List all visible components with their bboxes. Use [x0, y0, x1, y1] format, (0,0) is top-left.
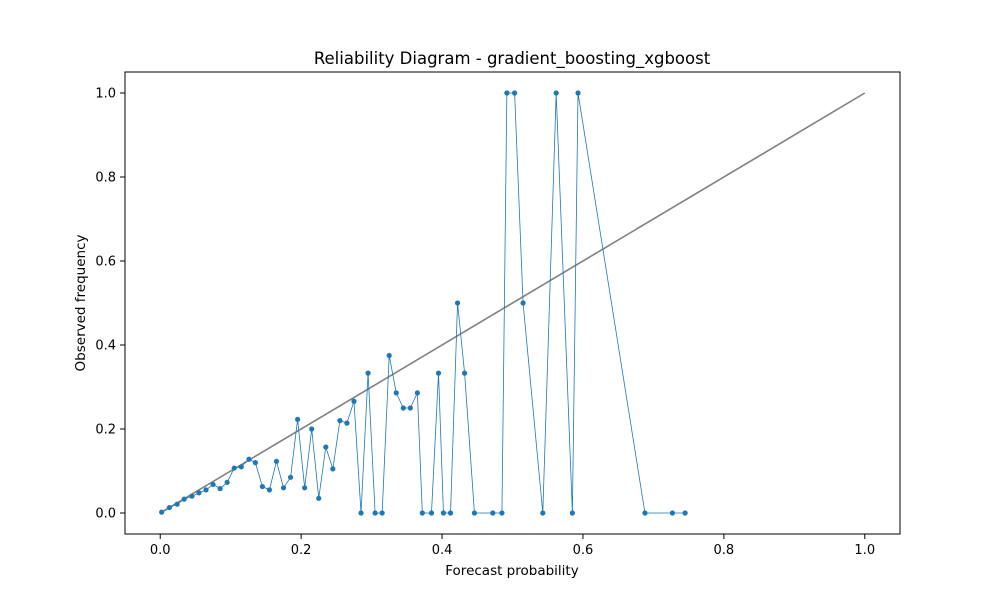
data-point	[454, 300, 461, 306]
data-point	[166, 504, 172, 511]
data-point	[266, 487, 273, 493]
data-point	[309, 426, 315, 432]
data-point	[471, 510, 478, 516]
data-point	[379, 510, 385, 516]
y-tick-label: 0.6	[95, 255, 116, 270]
data-point	[642, 510, 648, 516]
data-point	[323, 444, 329, 450]
data-point	[189, 493, 195, 499]
data-point	[295, 416, 301, 422]
data-point	[520, 300, 526, 306]
axes-frame	[124, 71, 901, 535]
data-point	[540, 510, 546, 516]
data-point	[196, 490, 202, 496]
x-tick-label: 0.4	[432, 543, 453, 558]
data-point	[337, 418, 343, 424]
y-tick-label: 0.8	[95, 171, 116, 186]
data-point	[499, 510, 505, 516]
data-point	[210, 481, 216, 488]
data-point	[669, 510, 676, 516]
x-tick-label: 0.8	[714, 543, 735, 558]
data-point	[490, 510, 496, 516]
data-point	[414, 390, 420, 396]
x-tick-label: 1.0	[854, 543, 875, 558]
data-point	[358, 510, 364, 516]
data-point	[344, 420, 350, 426]
data-point	[159, 509, 165, 515]
data-point	[372, 510, 378, 516]
data-point	[575, 90, 581, 96]
data-point	[386, 352, 392, 359]
data-point	[316, 495, 322, 501]
data-point	[553, 90, 559, 96]
data-point	[330, 466, 336, 472]
chart-title: Reliability Diagram - gradient_boosting_…	[314, 49, 711, 69]
perfect-calibration-line	[159, 92, 866, 514]
data-point	[428, 510, 435, 516]
data-point	[682, 510, 688, 516]
axes: 0.0 0.2 0.4 0.6 0.8 1.0 0.0 0.2 0.4 0.6 0.8 1.0	[95, 71, 901, 558]
data-point	[174, 501, 180, 507]
x-tick-label: 0.2	[291, 543, 312, 558]
data-point	[217, 486, 223, 492]
data-point	[447, 510, 454, 516]
data-point	[246, 456, 252, 462]
plot-area	[159, 90, 866, 516]
x-axis-label: Forecast probability	[445, 563, 578, 579]
data-point	[238, 464, 244, 470]
data-point	[287, 474, 294, 480]
data-point	[407, 405, 413, 411]
data-point	[569, 510, 575, 516]
data-point	[461, 370, 468, 376]
data-point	[273, 458, 280, 464]
data-point	[393, 390, 399, 396]
data-point	[512, 90, 518, 96]
data-point	[259, 483, 265, 490]
data-point	[302, 485, 308, 491]
data-point	[440, 510, 447, 516]
data-point	[203, 487, 209, 493]
y-tick-label: 1.0	[95, 87, 116, 102]
y-axis-label: Observed frequency	[73, 235, 89, 372]
x-tick-label: 0.0	[150, 543, 171, 558]
y-tick-label: 0.0	[95, 507, 116, 522]
series-line	[161, 92, 686, 514]
data-point	[231, 465, 237, 471]
data-point	[351, 398, 357, 404]
data-point	[181, 496, 187, 502]
x-tick-label: 0.6	[573, 543, 594, 558]
y-tick-label: 0.4	[95, 339, 116, 354]
data-point	[400, 405, 406, 411]
data-point	[504, 90, 510, 96]
y-tick-label: 0.2	[95, 423, 116, 438]
data-point	[365, 370, 371, 376]
data-point	[280, 485, 287, 491]
data-point	[419, 510, 425, 516]
data-point	[252, 460, 258, 466]
data-point	[435, 370, 442, 376]
data-point	[224, 479, 230, 485]
